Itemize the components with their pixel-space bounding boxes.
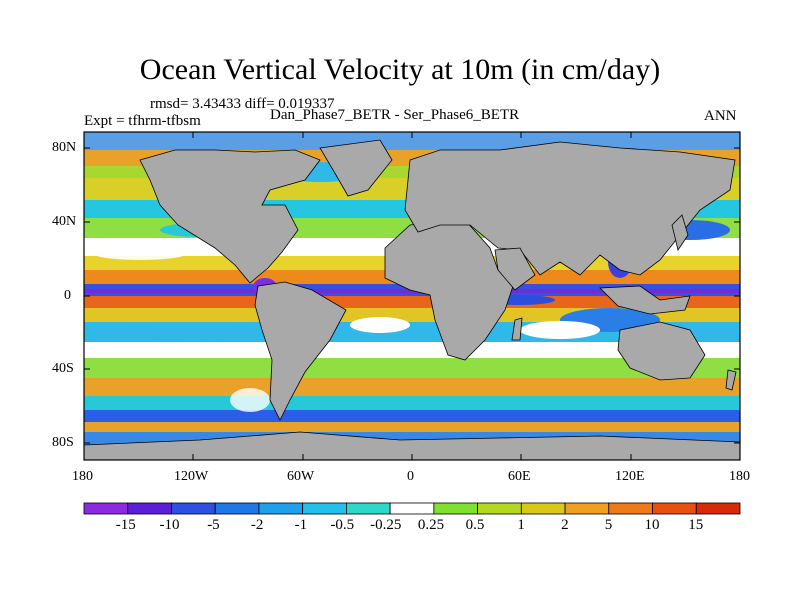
greenland (319, 139, 393, 197)
patch (520, 321, 600, 339)
colorbar-label: 5 (604, 517, 613, 533)
x-tick-label: 120E (615, 469, 645, 484)
colorbar-label: 0.25 (417, 517, 445, 533)
colorbar-swatch (171, 502, 216, 515)
map-title: Ocean Vertical Velocity at 10m (in cm/da… (139, 53, 661, 86)
colorbar-swatch (302, 502, 347, 515)
x-tick-label: 60E (508, 469, 531, 484)
colorbar-label: -0.25 (370, 517, 402, 533)
colorbar-swatch (695, 502, 741, 515)
japan (671, 214, 689, 251)
south-westerly-band (84, 378, 740, 396)
colorbar-label: -5 (207, 517, 220, 533)
x-tick-label: 180 (729, 469, 750, 484)
antarctic-coast-band (84, 422, 740, 432)
eurasia (404, 141, 736, 276)
colorbar-swatch (564, 502, 610, 515)
x-tick-label: 60W (287, 469, 315, 484)
colorbar-label: -15 (115, 517, 136, 533)
madagascar (511, 317, 523, 341)
colorbar-label: -0.5 (330, 517, 355, 533)
arabia (494, 247, 536, 291)
colorbar-swatch (389, 502, 435, 515)
colorbar (83, 502, 741, 515)
south-mid-band (84, 358, 740, 378)
equator-core-band (84, 289, 740, 293)
x-tick-label: 0 (407, 469, 414, 484)
north-america (139, 149, 321, 284)
colorbar-label: -10 (159, 517, 180, 533)
season-label: ANN (704, 108, 737, 124)
antarctic-upwelling-band (84, 410, 740, 422)
colorbar-swatch (477, 502, 522, 515)
y-tick-label: 80N (52, 140, 77, 155)
colorbar-label: 15 (688, 517, 704, 533)
y-tick-label: 80S (52, 435, 74, 450)
colorbar-label: 2 (561, 517, 569, 533)
patch (85, 240, 195, 260)
colorbar-swatch (127, 502, 172, 515)
patch (230, 388, 270, 412)
south-equatorial-band (84, 296, 740, 308)
colorbar-swatch (345, 502, 391, 515)
map-field (84, 132, 740, 460)
colorbar-label: 0.5 (465, 517, 485, 533)
colorbar-swatch (520, 502, 566, 515)
new-zealand (725, 369, 737, 391)
southern-ocean-band (84, 396, 740, 410)
colorbar-label: -2 (250, 517, 264, 533)
colorbar-swatch (608, 502, 653, 515)
south-america (254, 281, 347, 421)
x-tick-label: 180 (72, 469, 93, 484)
patch (350, 317, 410, 333)
australia (617, 321, 706, 381)
colorbar-swatch (83, 502, 129, 515)
y-tick-label: 40S (52, 361, 74, 376)
colorbar-swatch (433, 502, 479, 515)
runs-label: Dan_Phase7_BETR - Ser_Phase6_BETR (270, 107, 520, 123)
indonesia (599, 285, 691, 315)
colorbar-swatch (214, 502, 260, 515)
x-tick-label: 120W (174, 469, 209, 484)
experiment-label: Expt = tfhrm-tfbsm (84, 113, 201, 129)
stats-text: rmsd= 3.43433 diff= 0.019337 (150, 96, 335, 112)
colorbar-label: -1 (294, 517, 308, 533)
y-tick-label: 40N (52, 214, 77, 229)
y-tick-label: 0 (64, 288, 71, 303)
africa (384, 219, 516, 361)
land (84, 139, 740, 460)
patch (130, 322, 250, 338)
colorbar-label: 10 (644, 517, 660, 533)
colorbar-label: 1 (517, 517, 525, 533)
south-quiet-band (84, 342, 740, 358)
axis-tick-marks (83, 132, 741, 460)
antarctica (84, 431, 740, 460)
colorbar-swatch (258, 502, 304, 515)
colorbar-swatch (652, 502, 697, 515)
